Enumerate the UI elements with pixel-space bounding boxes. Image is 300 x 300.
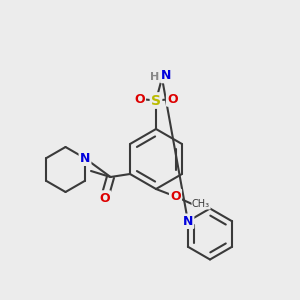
Text: O: O bbox=[167, 92, 178, 106]
Text: S: S bbox=[151, 94, 161, 107]
Text: O: O bbox=[134, 92, 145, 106]
Text: H: H bbox=[150, 71, 159, 82]
Text: N: N bbox=[161, 69, 172, 82]
Text: N: N bbox=[183, 215, 193, 228]
Text: CH₃: CH₃ bbox=[192, 199, 210, 209]
Text: N: N bbox=[80, 152, 90, 165]
Text: O: O bbox=[99, 191, 110, 205]
Text: O: O bbox=[170, 190, 181, 203]
